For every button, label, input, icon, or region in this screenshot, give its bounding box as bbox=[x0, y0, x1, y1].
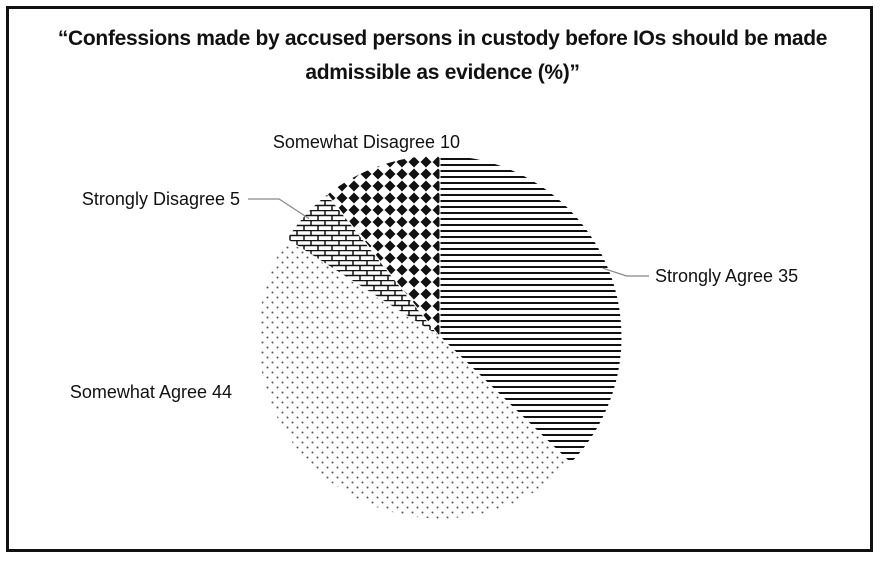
slice-label-strongly-disagree: Strongly Disagree 5 bbox=[82, 189, 240, 209]
pie-slice-somewhat-disagree bbox=[326, 154, 441, 339]
pie-slice-strongly-agree bbox=[439, 154, 623, 465]
leader-line bbox=[248, 198, 310, 220]
slice-label-somewhat-agree: Somewhat Agree 44 bbox=[70, 382, 232, 402]
chart-title: “Confessions made by accused persons in … bbox=[57, 27, 828, 84]
pie-slice-somewhat-agree bbox=[257, 238, 572, 520]
slice-label-somewhat-disagree: Somewhat Disagree 10 bbox=[273, 132, 460, 152]
slice-label-strongly-agree: Strongly Agree 35 bbox=[655, 266, 798, 286]
leader-line bbox=[602, 267, 649, 277]
